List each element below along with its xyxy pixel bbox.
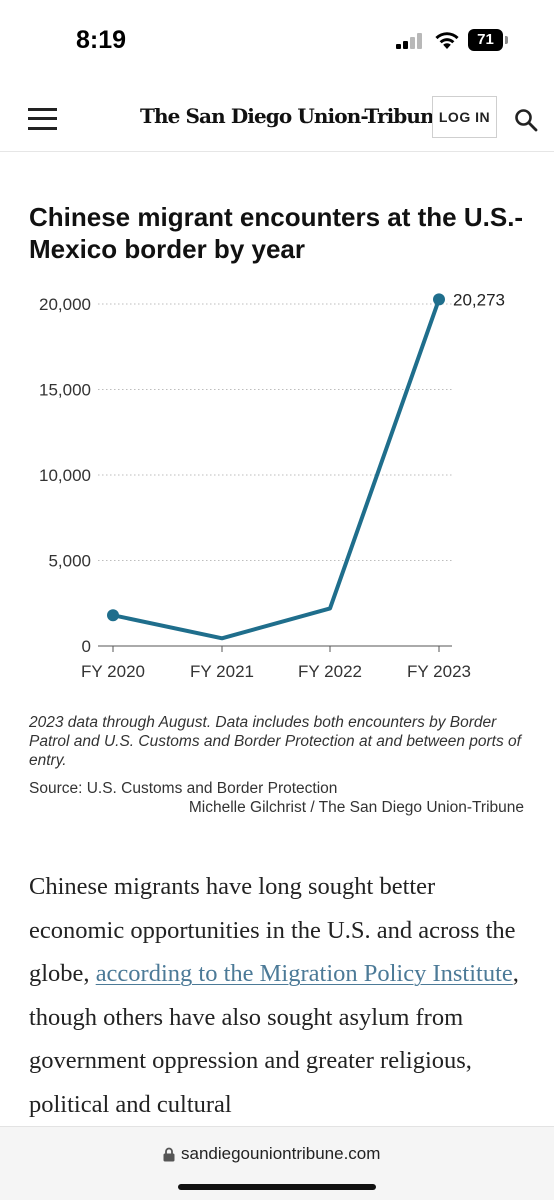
article-text-after-link: , though others have also sought asylum … bbox=[29, 960, 519, 1118]
x-tick-label: FY 2023 bbox=[407, 662, 471, 681]
site-header: The San Diego Union-Tribune LOG IN bbox=[0, 84, 554, 152]
chart-source: Source: U.S. Customs and Border Protecti… bbox=[29, 780, 338, 797]
x-tick-label: FY 2022 bbox=[298, 662, 362, 681]
status-bar: 8:19 71 bbox=[0, 0, 554, 84]
chart-note: 2023 data through August. Data includes … bbox=[29, 714, 521, 769]
site-logo[interactable]: The San Diego Union-Tribune bbox=[140, 104, 446, 128]
chart: 0 5,000 10,000 15,000 20,000 FY 2020 FY 2021 FY… bbox=[39, 290, 505, 681]
chart-credit: Michelle Gilchrist / The San Diego Union… bbox=[188, 799, 524, 816]
y-tick-label: 20,000 bbox=[39, 295, 91, 314]
x-tick-label: FY 2020 bbox=[81, 662, 145, 681]
data-point-marker bbox=[433, 293, 445, 306]
browser-url-bar[interactable]: sandiegouniontribune.com bbox=[0, 1126, 554, 1200]
data-value-label: 20,273 bbox=[453, 290, 505, 309]
battery-icon: 71 bbox=[468, 29, 508, 51]
battery-level: 71 bbox=[477, 31, 494, 48]
status-time: 8:19 bbox=[76, 26, 127, 54]
lock-icon bbox=[163, 1147, 175, 1162]
hamburger-menu-icon[interactable] bbox=[28, 108, 57, 130]
login-button[interactable]: LOG IN bbox=[432, 96, 497, 138]
chart-title: Chinese migrant encounters at the U.S.-M… bbox=[29, 202, 524, 264]
migration-policy-institute-link[interactable]: according to the Migration Policy Instit… bbox=[95, 960, 513, 987]
signal-icon bbox=[396, 33, 424, 49]
y-tick-label: 10,000 bbox=[39, 466, 91, 485]
data-point-marker bbox=[107, 609, 119, 622]
search-icon[interactable] bbox=[514, 108, 538, 132]
y-tick-label: 5,000 bbox=[48, 552, 91, 571]
series-line bbox=[111, 297, 441, 641]
y-tick-label: 0 bbox=[82, 637, 91, 656]
article-text-before-link: Chinese migrants have long sought better… bbox=[29, 873, 516, 987]
wifi-icon bbox=[435, 32, 459, 49]
article-paragraph: Chinese migrants have long sought better… bbox=[29, 865, 529, 1126]
x-tick-label: FY 2021 bbox=[190, 662, 254, 681]
url-text: sandiegouniontribune.com bbox=[181, 1144, 381, 1163]
y-tick-label: 15,000 bbox=[39, 381, 91, 400]
home-indicator bbox=[178, 1184, 376, 1190]
